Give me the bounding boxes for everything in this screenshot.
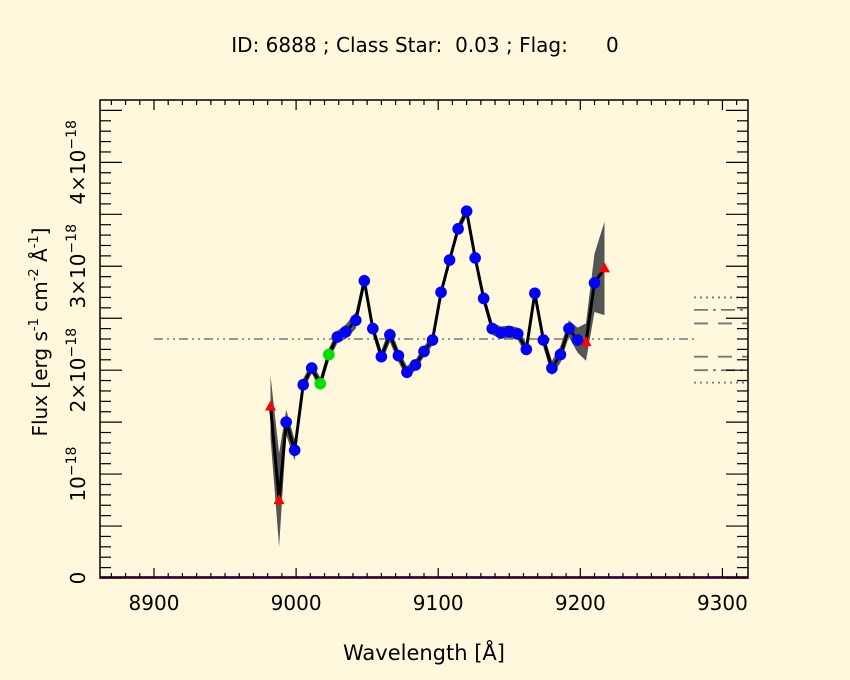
data-point: [384, 329, 396, 341]
y-axis-label-exp1: -1: [27, 318, 42, 331]
data-point: [426, 334, 439, 346]
y-axis-label-exp3: -1: [27, 235, 42, 248]
data-point: [358, 275, 371, 287]
data-point: [477, 292, 490, 305]
data-point: [331, 331, 344, 343]
data-point: [297, 378, 310, 391]
y-tick-label: 2×10−18: [64, 328, 90, 412]
data-point: [443, 254, 456, 266]
data-point: [401, 366, 413, 379]
x-tick-label: 8900: [129, 591, 180, 615]
data-point: [469, 252, 481, 264]
data-point: [349, 314, 362, 327]
y-axis-label-end: ]: [28, 228, 52, 236]
data-point: [529, 287, 541, 300]
flagged-point: [580, 336, 592, 347]
data-point: [511, 328, 524, 340]
flagged-point: [273, 494, 285, 505]
flagged-point: [265, 400, 277, 411]
data-point: [340, 325, 352, 338]
data-point: [460, 205, 473, 217]
data-point: [409, 359, 422, 371]
data-point: [418, 345, 430, 358]
data-point: [375, 350, 388, 363]
data-point: [452, 223, 464, 235]
data-point: [571, 334, 584, 346]
y-tick-label: 3×10−18: [64, 224, 90, 308]
flagged-point: [598, 262, 610, 273]
highlighted-point: [322, 348, 335, 361]
data-point: [305, 362, 318, 374]
y-tick-label: 10−18: [64, 447, 90, 502]
data-point: [288, 444, 301, 456]
data-point: [546, 362, 558, 374]
x-tick-label: 9300: [697, 591, 748, 615]
data-point: [435, 286, 447, 299]
data-point: [367, 322, 379, 335]
x-tick-label: 9100: [413, 591, 464, 615]
data-point: [537, 334, 550, 346]
y-axis-label-mid1: cm: [28, 281, 52, 318]
data-point: [588, 277, 601, 289]
y-tick-label: 4×10−18: [64, 120, 90, 204]
y-axis-label-exp2: -2: [27, 268, 42, 281]
x-tick-label: 9200: [555, 591, 606, 615]
data-point: [494, 326, 507, 339]
x-tick-label: 9000: [271, 591, 322, 615]
data-point: [563, 322, 575, 335]
data-point: [280, 416, 292, 428]
x-axis-label: Wavelength [Å]: [343, 639, 505, 665]
y-axis-label-main: Flux [erg s: [28, 331, 52, 436]
data-point: [520, 343, 533, 356]
data-point: [554, 348, 567, 361]
y-axis-label-mid2: Å: [28, 248, 52, 268]
spectrum-line: [269, 209, 606, 502]
chart-title: ID: 6888 ; Class Star: 0.03 ; Flag: 0: [231, 33, 618, 57]
highlighted-point: [314, 377, 327, 390]
y-tick-label: 0: [66, 572, 90, 585]
y-axis-label: Flux [erg s-1 cm-2 Å-1]: [27, 228, 52, 437]
data-point: [392, 349, 405, 362]
